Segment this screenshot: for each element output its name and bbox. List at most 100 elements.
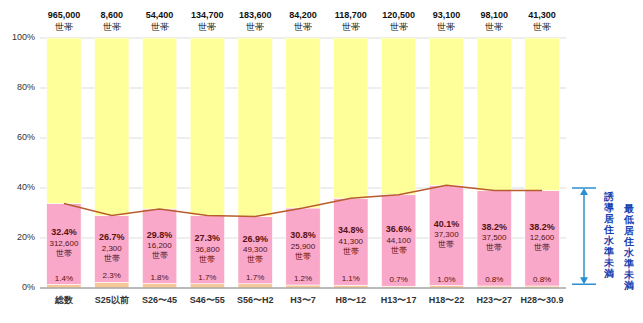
- annotation-char: 誘: [603, 191, 615, 202]
- bar-segment: [238, 284, 272, 288]
- bar-segment: [190, 38, 224, 216]
- data-label: 1.4%: [55, 274, 73, 283]
- annotation-char: 準: [603, 246, 614, 257]
- x-tick-label: S46〜55: [190, 295, 225, 305]
- data-label: 36.6%: [386, 224, 412, 234]
- bar-segment: [190, 216, 224, 284]
- total-unit: 世帯: [198, 22, 216, 32]
- annotation-char: 導: [603, 202, 615, 213]
- arrow-head: [580, 277, 588, 284]
- annotation-char: 水: [603, 235, 615, 246]
- total-label: 120,500: [382, 10, 415, 20]
- count-label: 12,600: [530, 233, 555, 242]
- data-label: 38.2%: [529, 222, 555, 232]
- total-unit: 世帯: [55, 22, 73, 32]
- count-label: 44,100: [386, 236, 411, 245]
- total-unit: 世帯: [294, 22, 312, 32]
- total-label: 134,700: [191, 10, 224, 20]
- y-tick-label: 60%: [17, 132, 35, 142]
- bar-segment: [238, 38, 272, 217]
- chart: 0%20%40%60%80%100%1.4%2.3%1.8%1.7%1.7%1.…: [0, 0, 643, 323]
- bar-segment: [429, 185, 463, 285]
- bars: [47, 38, 560, 288]
- total-label: 118,700: [335, 10, 367, 20]
- bar-segment: [47, 38, 81, 204]
- y-tick-label: 80%: [17, 82, 35, 92]
- count-unit: 世帯: [295, 252, 311, 261]
- data-label: 1.0%: [437, 275, 455, 284]
- x-tick-label: H3〜7: [290, 295, 316, 305]
- data-label: 29.8%: [147, 230, 173, 240]
- data-label: 2.3%: [103, 271, 121, 280]
- count-unit: 世帯: [152, 251, 168, 260]
- total-label: 183,600: [239, 10, 272, 20]
- total-unit: 世帯: [390, 22, 408, 32]
- count-unit: 世帯: [199, 255, 215, 264]
- count-unit: 世帯: [247, 255, 263, 264]
- x-tick-label: H23〜27: [477, 295, 513, 305]
- total-unit: 世帯: [246, 22, 264, 32]
- data-label: 40.1%: [434, 219, 460, 229]
- x-tick-label: H28〜30.9: [521, 295, 564, 305]
- count-unit: 世帯: [534, 243, 550, 252]
- total-unit: 世帯: [533, 22, 551, 32]
- total-label: 98,100: [481, 10, 509, 20]
- arrow-head: [580, 188, 588, 195]
- data-label: 0.8%: [533, 275, 551, 284]
- annotation-char: 水: [623, 247, 635, 258]
- total-label: 965,000: [48, 10, 81, 20]
- data-label: 30.8%: [290, 230, 316, 240]
- count-unit: 世帯: [104, 254, 120, 263]
- y-tick-label: 0%: [22, 282, 35, 292]
- count-label: 312,600: [49, 239, 78, 248]
- bar-segment: [95, 38, 129, 216]
- data-label: 1.1%: [342, 274, 360, 283]
- bar-segment: [334, 198, 368, 285]
- bar-segment: [142, 284, 176, 289]
- bar-segment: [381, 38, 415, 195]
- x-axis-line: [40, 288, 566, 289]
- bar-segment: [525, 38, 559, 191]
- annotation-char: 満: [603, 268, 614, 279]
- bar-segment: [525, 191, 559, 287]
- total-label: 84,200: [289, 10, 317, 20]
- bracket-arrow: [583, 193, 585, 279]
- bar-segment: [142, 38, 176, 209]
- data-label: 0.7%: [390, 275, 408, 284]
- count-label: 37,500: [482, 233, 507, 242]
- annotation-char: 未: [623, 269, 635, 280]
- bar-segment: [429, 38, 463, 185]
- total-label: 93,100: [433, 10, 461, 20]
- bar-segment: [477, 191, 511, 287]
- total-unit: 世帯: [342, 22, 360, 32]
- bar-segment: [95, 216, 129, 283]
- bar-segment: [286, 208, 320, 285]
- count-label: 49,300: [243, 245, 268, 254]
- annotation-char: 住: [603, 224, 614, 235]
- x-tick-label: S26〜45: [142, 295, 177, 305]
- x-tick-label: 総数: [54, 295, 74, 305]
- x-tick-label: S25以前: [95, 295, 129, 305]
- y-tick-label: 100%: [12, 32, 35, 42]
- count-label: 16,200: [147, 241, 172, 250]
- annotation-char: 満: [623, 280, 634, 291]
- annotation-char: 最: [623, 203, 634, 214]
- total-label: 8,600: [100, 10, 123, 20]
- count-label: 41,300: [339, 237, 364, 246]
- data-label: 1.2%: [294, 274, 312, 283]
- bar-segment: [142, 209, 176, 284]
- data-label: 0.8%: [485, 275, 503, 284]
- count-unit: 世帯: [486, 243, 502, 252]
- total-unit: 世帯: [485, 22, 503, 32]
- bar-segment: [95, 282, 129, 288]
- annotation-char: 準: [623, 258, 634, 269]
- data-label: 34.8%: [338, 225, 364, 235]
- total-unit: 世帯: [103, 22, 121, 32]
- data-label: 32.4%: [51, 227, 77, 237]
- bar-segment: [47, 285, 81, 289]
- count-unit: 世帯: [343, 247, 359, 256]
- x-tick-label: S56〜H2: [237, 295, 274, 305]
- data-label: 27.3%: [195, 233, 221, 243]
- annotation-char: 低: [623, 214, 634, 225]
- data-label: 26.7%: [99, 232, 125, 242]
